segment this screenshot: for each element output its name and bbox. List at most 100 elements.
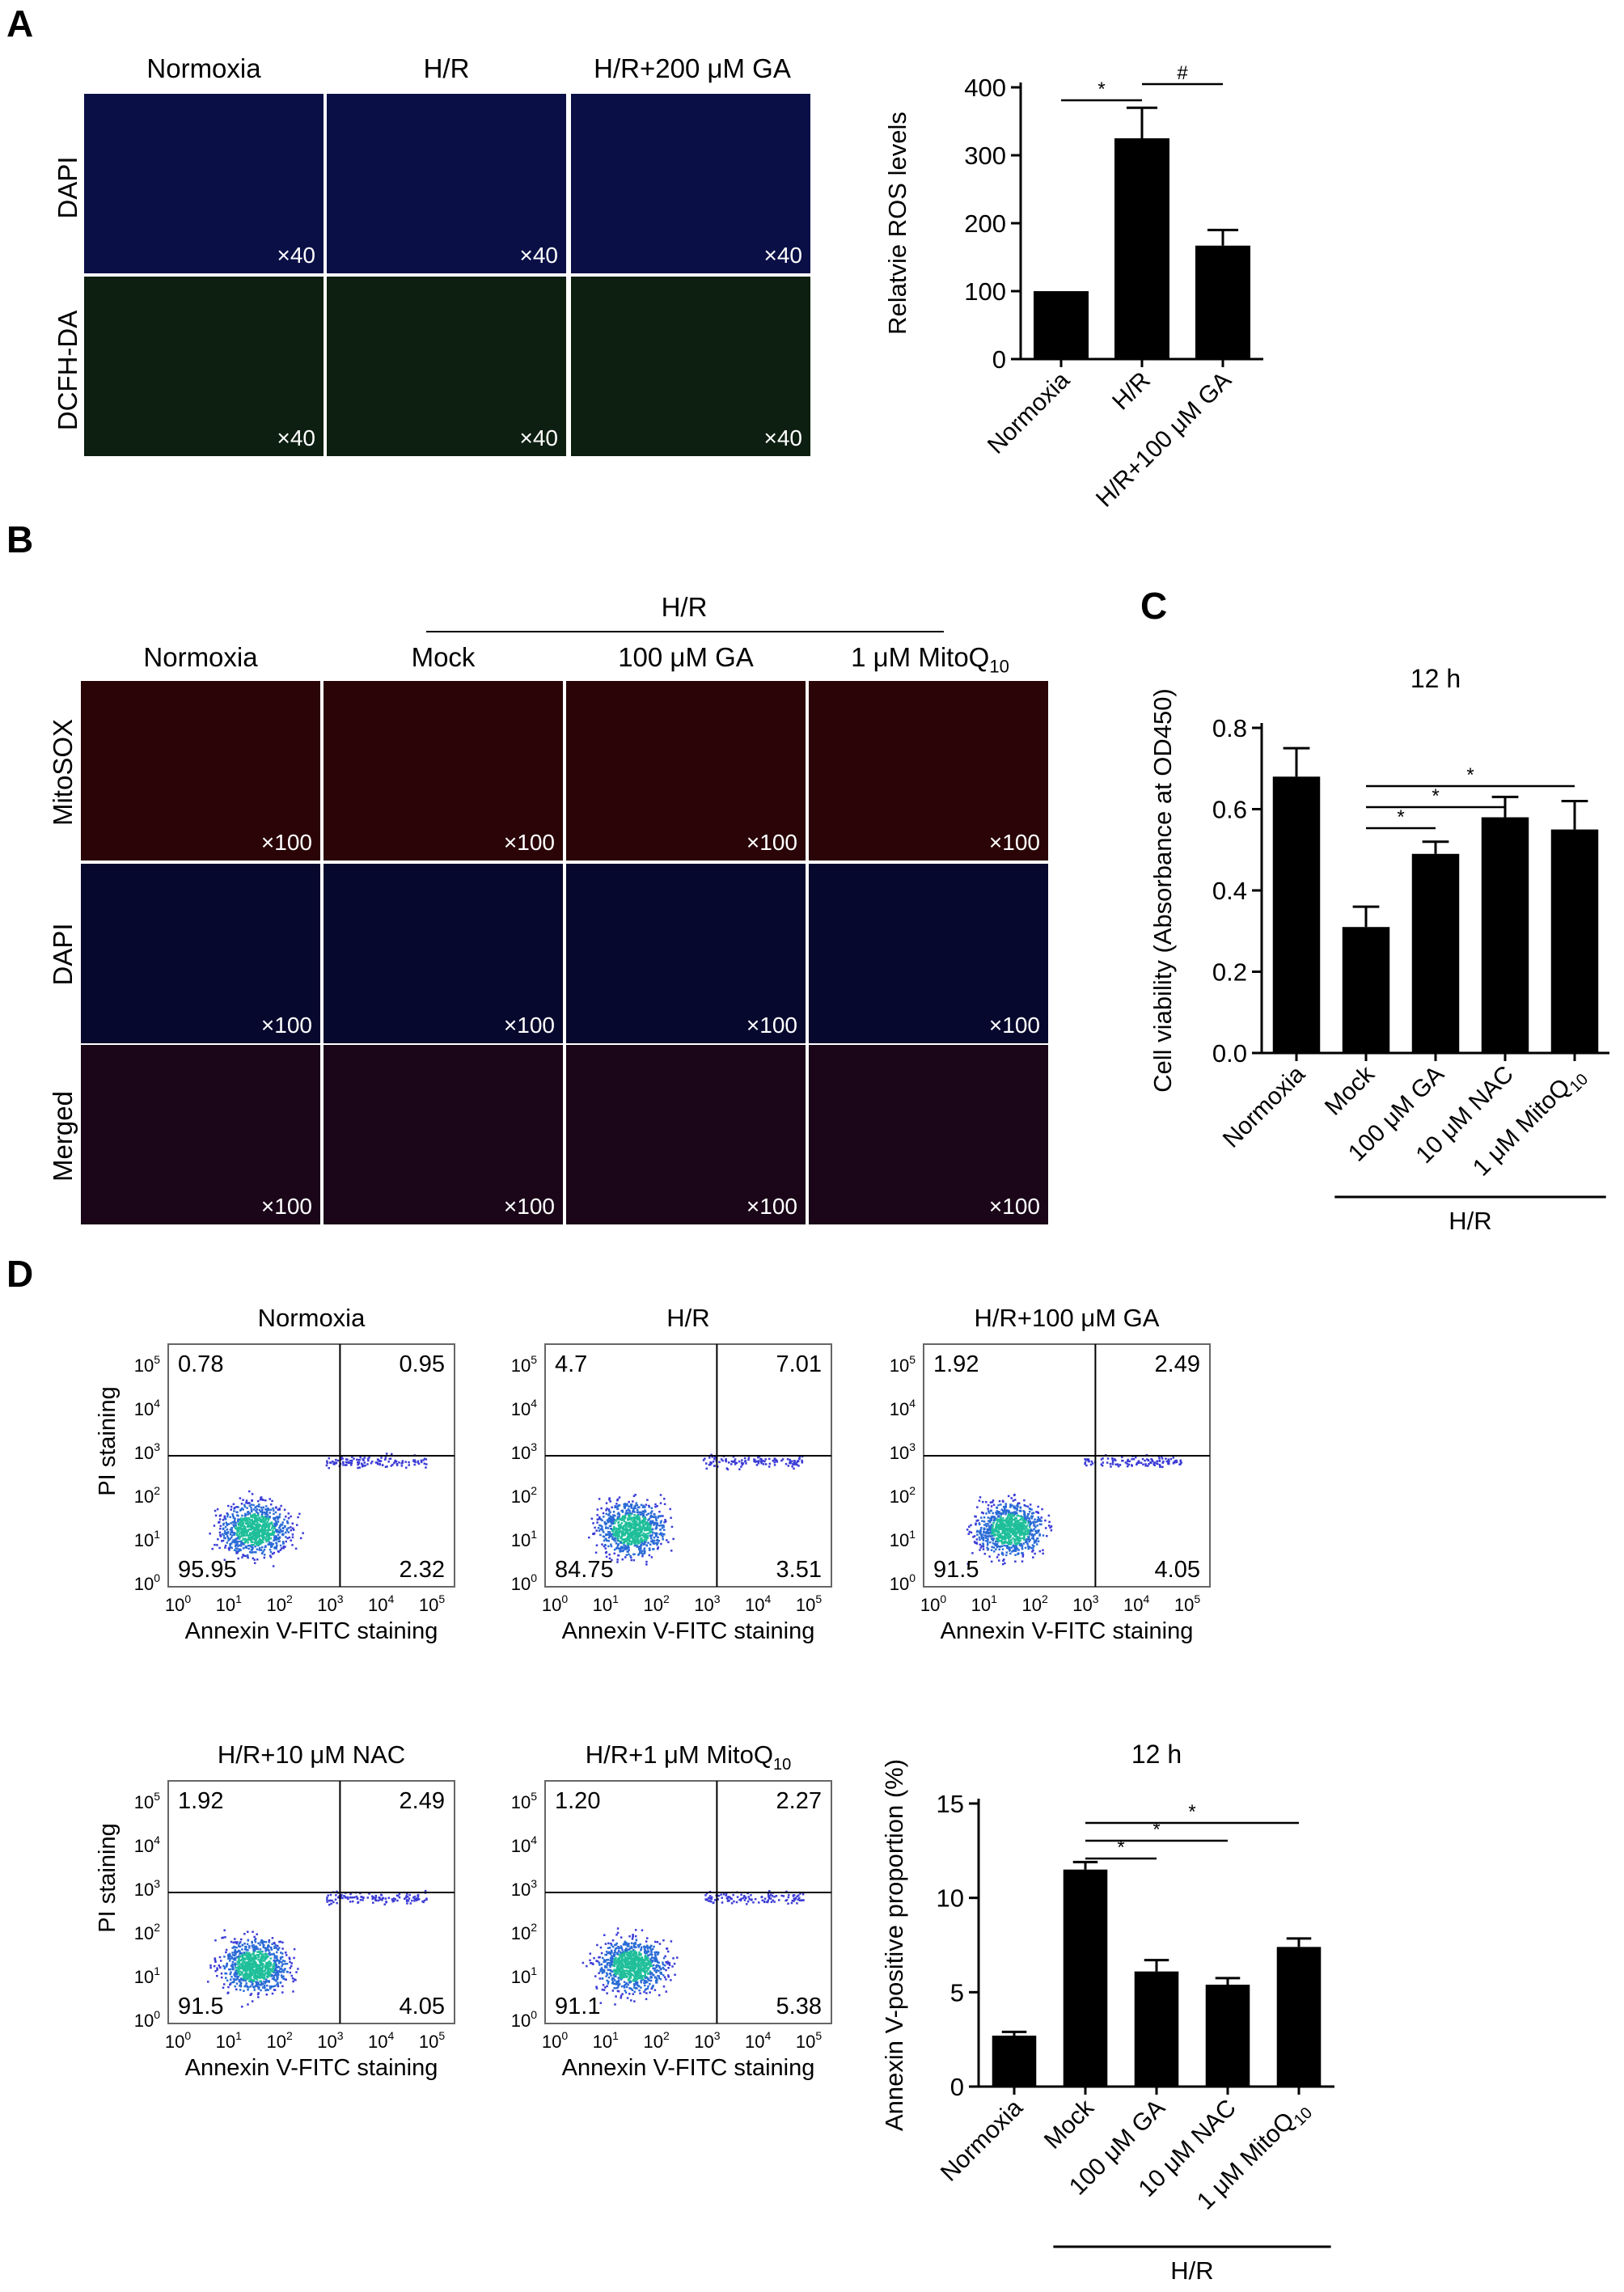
x-tick-label: 103	[317, 1592, 343, 1615]
x-tick-label: 101	[593, 1592, 619, 1615]
y-tick-label: 103	[511, 1440, 537, 1463]
micrograph-image: ×100	[809, 864, 1048, 1043]
cell-viability-bar-chart: 12 h 0.0 0.2 0.4 0.6 0.8 Cell viability (Absor…	[1148, 664, 1609, 1235]
y-tick-label: 100	[134, 2008, 160, 2031]
x-tick-label: 104	[745, 1592, 771, 1615]
y-tick-label: 10	[937, 1884, 964, 1913]
y-tick-label: 5	[950, 1978, 964, 2007]
micrograph-image: ×100	[324, 1045, 563, 1224]
quadrant-value: 95.95	[178, 1557, 237, 1583]
significance-mark: *	[1432, 785, 1439, 807]
bar	[1205, 1985, 1250, 2087]
flow-x-label: Annexin V-FITC staining	[941, 1618, 1194, 1644]
quadrant-value: 3.51	[776, 1557, 822, 1583]
x-tick-label: 105	[419, 2029, 445, 2052]
y-tick-label: 104	[511, 1397, 537, 1419]
panel-label-d: D	[6, 1253, 34, 1295]
y-tick-label: 100	[134, 1571, 160, 1594]
x-tick-label: 100	[165, 1592, 191, 1615]
image-row-label: DAPI	[48, 923, 78, 986]
image-row-label: Merged	[48, 1091, 78, 1182]
y-tick-label: 102	[890, 1484, 916, 1507]
panel-label-a: A	[6, 2, 34, 44]
micrograph-image: ×100	[566, 864, 806, 1043]
quadrant-value: 7.01	[776, 1351, 822, 1377]
y-tick-label: 105	[890, 1353, 916, 1376]
y-tick-label: 104	[134, 1833, 160, 1856]
chart-title: 12 h	[1131, 1740, 1182, 1769]
image-column-title: H/R+200 μM GA	[594, 53, 791, 83]
x-tick-label: 103	[317, 2029, 343, 2052]
flow-plot-frame	[167, 1343, 455, 1588]
x-tick-label: 100	[542, 1592, 568, 1615]
y-tick-label: 400	[964, 74, 1006, 102]
group-label: H/R	[1170, 2256, 1213, 2285]
bar	[1550, 829, 1599, 1053]
x-tick-label: 100	[920, 1592, 946, 1615]
y-tick-label: 102	[134, 1484, 160, 1507]
x-tick-label: 102	[643, 2029, 669, 2052]
micrograph-image: ×40	[84, 94, 324, 273]
y-tick-label: 0.0	[1212, 1039, 1247, 1068]
flow-x-label: Annexin V-FITC staining	[185, 1618, 438, 1644]
y-tick-label: 102	[511, 1484, 537, 1507]
image-column-title: Mock	[411, 642, 476, 672]
dot-cloud	[966, 1454, 1182, 1566]
y-tick-label: 200	[964, 209, 1006, 238]
flow-plot-title: H/R+10 μM NAC	[218, 1740, 405, 1769]
magnification-label: ×40	[763, 243, 803, 268]
flow-plot-frame	[544, 1780, 832, 2024]
image-column-title: Normoxia	[143, 642, 258, 672]
x-tick-label: 101	[216, 1592, 242, 1615]
magnification-label: ×100	[503, 1194, 555, 1219]
chart-title: 12 h	[1410, 664, 1461, 693]
magnification-label: ×100	[503, 1013, 555, 1038]
significance-mark: *	[1152, 1819, 1160, 1841]
quadrant-value: 91.5	[933, 1557, 979, 1583]
x-tick-label: 104	[1123, 1592, 1149, 1615]
magnification-label: ×100	[746, 830, 797, 855]
quadrant-value: 4.05	[1155, 1557, 1200, 1583]
x-tick-label: 104	[745, 2029, 771, 2052]
quadrant-value: 4.05	[400, 1994, 445, 2019]
micrograph-image: ×100	[324, 864, 563, 1043]
quadrant-value: 4.7	[555, 1351, 587, 1377]
bar	[1411, 853, 1460, 1053]
micrograph-image: ×100	[809, 1045, 1048, 1224]
quadrant-value: 2.27	[776, 1788, 822, 1814]
x-tick-label: 102	[643, 1592, 669, 1615]
quadrant-value: 84.75	[555, 1557, 614, 1583]
dot-cloud	[582, 1890, 805, 2006]
micrograph-image: ×100	[81, 864, 320, 1043]
x-tick-label: 103	[1072, 1592, 1098, 1615]
flow-x-label: Annexin V-FITC staining	[185, 2055, 438, 2081]
magnification-label: ×100	[988, 1194, 1040, 1219]
magnification-label: ×40	[763, 425, 803, 450]
y-tick-label: 100	[890, 1571, 916, 1594]
significance-mark: *	[1097, 78, 1105, 100]
y-tick-label: 15	[937, 1790, 964, 1818]
magnification-label: ×40	[519, 243, 559, 268]
magnification-label: ×100	[503, 830, 555, 855]
micrograph-image: ×40	[571, 277, 810, 456]
x-tick-label: Normoxia	[983, 366, 1075, 459]
quadrant-value: 5.38	[776, 1994, 822, 2019]
x-tick-label: 102	[1021, 1592, 1047, 1615]
bar	[1034, 291, 1089, 359]
dot-cloud	[588, 1453, 804, 1566]
x-tick-label: H/R	[1107, 367, 1156, 416]
micrograph-image: ×40	[84, 277, 324, 456]
y-tick-label: 103	[890, 1440, 916, 1463]
quadrant-value: 2.32	[400, 1557, 445, 1583]
x-tick-label: 100	[165, 2029, 191, 2052]
micrograph-image: ×100	[324, 681, 563, 861]
micrograph-image: ×40	[327, 277, 566, 456]
x-tick-label: 103	[694, 2029, 720, 2052]
y-tick-label: 102	[134, 1921, 160, 1943]
magnification-label: ×100	[260, 1194, 312, 1219]
bar	[1342, 927, 1390, 1053]
image-row-label: DCFH-DA	[53, 310, 82, 431]
